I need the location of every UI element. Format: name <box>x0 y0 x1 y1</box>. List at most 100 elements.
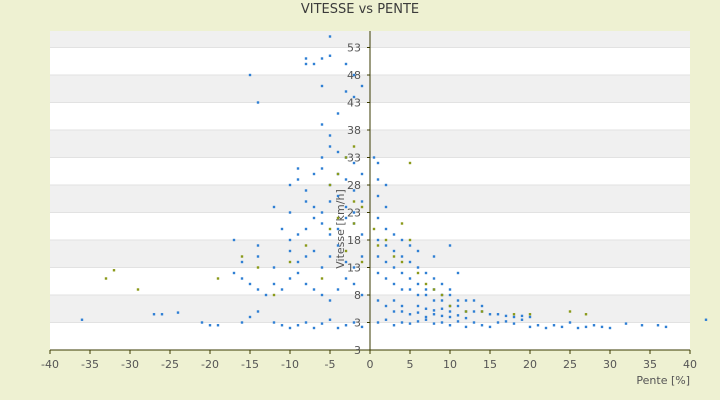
data-point <box>384 238 388 242</box>
data-point <box>360 325 364 329</box>
data-point <box>408 244 412 247</box>
data-point <box>248 315 252 319</box>
data-point <box>408 313 412 316</box>
data-point <box>408 277 412 280</box>
data-point <box>328 227 332 231</box>
data-point <box>560 325 564 329</box>
data-point <box>432 255 436 258</box>
data-point <box>608 326 612 330</box>
data-point <box>384 205 388 209</box>
data-point <box>304 62 308 66</box>
data-point <box>240 260 244 264</box>
x-tick-label: -15 <box>241 358 259 371</box>
data-point <box>344 156 348 159</box>
data-point <box>352 95 356 99</box>
data-point <box>592 324 596 327</box>
data-point <box>400 321 404 324</box>
data-point <box>400 260 404 264</box>
data-point <box>464 316 468 320</box>
data-point <box>464 299 468 302</box>
data-point <box>336 227 340 231</box>
data-point <box>424 293 428 297</box>
data-point <box>504 314 508 318</box>
data-point <box>384 244 388 247</box>
data-point <box>288 260 292 264</box>
data-point <box>312 288 316 291</box>
data-point <box>384 183 388 187</box>
data-point <box>312 249 316 253</box>
data-point <box>288 249 292 253</box>
data-point <box>288 326 292 330</box>
data-point <box>372 156 376 159</box>
data-point <box>336 112 340 115</box>
data-point <box>568 310 572 313</box>
data-point <box>400 255 404 258</box>
y-tick-label: 28 <box>347 179 361 192</box>
data-point <box>232 271 236 275</box>
data-point <box>360 84 364 88</box>
data-point <box>296 167 300 170</box>
data-point <box>160 313 164 316</box>
data-point <box>360 293 364 297</box>
data-point <box>448 288 452 291</box>
data-point <box>320 222 324 225</box>
data-point <box>472 299 476 302</box>
data-point <box>296 178 300 181</box>
data-point <box>328 35 332 38</box>
data-point <box>448 315 452 319</box>
data-point <box>320 211 324 214</box>
data-point <box>352 321 356 324</box>
data-point <box>320 277 324 280</box>
data-point <box>360 205 364 209</box>
data-point <box>392 282 396 286</box>
data-point <box>416 304 420 308</box>
data-point <box>296 324 300 327</box>
data-point <box>360 260 364 264</box>
data-point <box>656 324 660 327</box>
x-tick-label: -5 <box>325 358 336 371</box>
data-point <box>344 178 348 181</box>
data-point <box>392 310 396 313</box>
data-point <box>424 315 428 319</box>
data-point <box>480 324 484 327</box>
data-point <box>480 304 484 308</box>
data-point <box>352 200 356 203</box>
data-point <box>112 269 116 272</box>
data-point <box>256 244 260 247</box>
data-point <box>328 255 332 258</box>
data-point <box>392 299 396 302</box>
data-point <box>520 314 524 318</box>
data-point <box>376 271 380 275</box>
data-point <box>216 277 220 280</box>
data-point <box>312 216 316 220</box>
data-point <box>448 293 452 297</box>
data-point <box>320 167 324 170</box>
data-point <box>336 194 340 198</box>
data-point <box>288 277 292 280</box>
data-point <box>280 324 284 327</box>
x-tick-label: 15 <box>483 358 497 371</box>
data-point <box>328 200 332 203</box>
data-point <box>456 320 460 323</box>
data-point <box>504 320 508 323</box>
data-point <box>376 321 380 324</box>
data-point <box>544 326 548 330</box>
data-point <box>416 311 420 314</box>
data-point <box>424 288 428 291</box>
data-point <box>240 277 244 280</box>
data-point <box>424 307 428 310</box>
data-point <box>272 321 276 324</box>
data-point <box>304 200 308 203</box>
data-point <box>432 322 436 325</box>
data-point <box>408 322 412 325</box>
data-point <box>552 324 556 327</box>
x-tick-label: 20 <box>523 358 537 371</box>
data-point <box>384 304 388 308</box>
data-point <box>208 324 212 327</box>
data-point <box>256 255 260 258</box>
data-point <box>400 238 404 242</box>
data-point <box>440 321 444 324</box>
data-point <box>352 145 356 148</box>
data-point <box>424 318 428 321</box>
data-point <box>344 324 348 327</box>
